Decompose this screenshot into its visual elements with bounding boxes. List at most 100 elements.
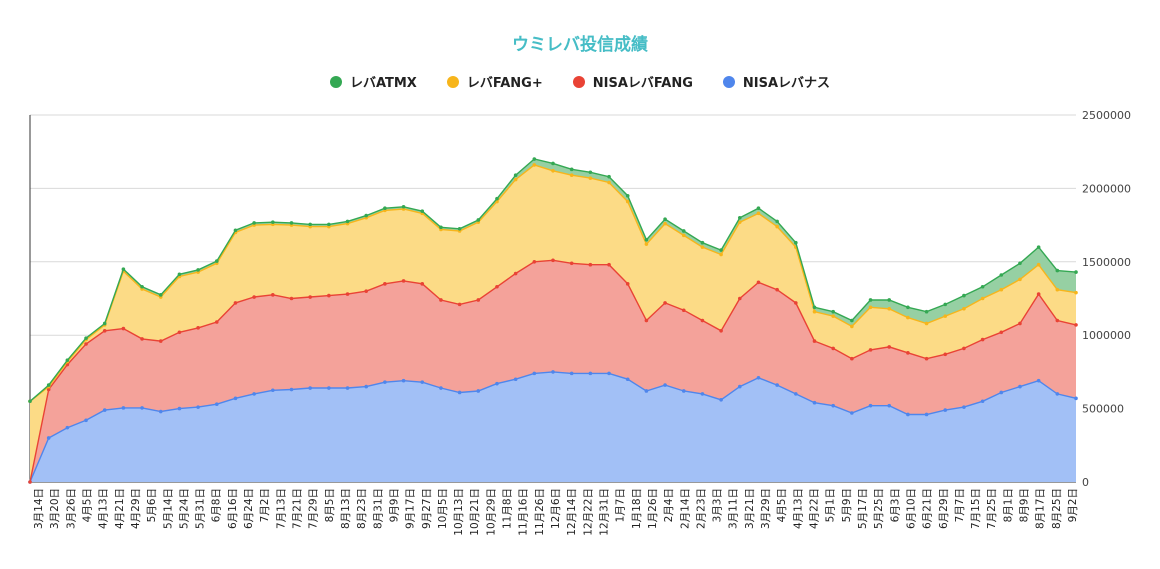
data-point bbox=[756, 375, 761, 380]
data-point bbox=[943, 314, 948, 318]
data-point bbox=[1036, 262, 1041, 267]
data-point bbox=[233, 301, 238, 305]
data-point bbox=[812, 339, 817, 343]
data-point bbox=[28, 399, 32, 404]
data-point bbox=[84, 418, 88, 423]
x-tick-label: 8月13日 bbox=[340, 488, 352, 529]
x-tick-label: 5月24日 bbox=[178, 488, 190, 529]
data-point bbox=[625, 199, 630, 204]
data-point bbox=[121, 267, 126, 271]
data-point bbox=[140, 284, 144, 289]
legend-dot-nisa-fang bbox=[572, 75, 585, 88]
data-point bbox=[158, 409, 163, 414]
x-tick-label: 5月1日 bbox=[825, 488, 837, 522]
data-point bbox=[831, 314, 835, 318]
data-point bbox=[513, 177, 518, 182]
data-point bbox=[1074, 323, 1078, 327]
data-point bbox=[196, 326, 200, 330]
legend-label-atmx: レバATMX bbox=[349, 76, 417, 91]
legend-item-nisa-fang[interactable]: NISAレバFANG bbox=[572, 72, 693, 91]
x-tick-label: 9月2日 bbox=[1067, 488, 1079, 522]
x-tick-label: 2月14日 bbox=[679, 488, 691, 529]
data-point bbox=[812, 305, 817, 310]
data-point bbox=[850, 324, 854, 329]
x-tick-label: 12月14日 bbox=[566, 488, 578, 536]
data-point bbox=[700, 318, 705, 323]
x-tick-label: 11月26日 bbox=[534, 488, 546, 536]
data-point bbox=[457, 390, 462, 395]
x-tick-label: 4月5日 bbox=[776, 488, 788, 522]
data-point bbox=[700, 245, 705, 249]
data-point bbox=[457, 302, 462, 307]
data-point bbox=[140, 337, 144, 341]
data-point bbox=[850, 318, 854, 323]
data-point bbox=[980, 296, 985, 301]
legend-item-atmx[interactable]: レバATMX bbox=[329, 72, 417, 91]
data-point bbox=[887, 298, 892, 302]
x-tick-label: 7月25日 bbox=[986, 488, 998, 529]
data-point bbox=[775, 383, 779, 387]
x-tick-label: 5月9日 bbox=[841, 488, 853, 522]
data-point bbox=[1055, 318, 1060, 323]
data-point bbox=[663, 301, 667, 305]
data-point bbox=[887, 403, 892, 408]
data-point bbox=[1036, 292, 1041, 296]
data-point bbox=[868, 305, 873, 310]
x-tick-label: 9月9日 bbox=[388, 488, 400, 522]
data-point bbox=[943, 302, 948, 307]
data-point bbox=[1055, 392, 1060, 396]
data-point bbox=[569, 167, 574, 172]
data-point bbox=[65, 425, 70, 430]
chart-title: ウミレバ投信成績 bbox=[512, 35, 648, 55]
data-point bbox=[850, 411, 854, 415]
data-point bbox=[252, 221, 256, 225]
x-tick-label: 8月23日 bbox=[356, 488, 368, 529]
data-point bbox=[327, 222, 331, 227]
data-point bbox=[84, 336, 88, 340]
data-point bbox=[513, 173, 518, 177]
x-tick-label: 7月15日 bbox=[970, 488, 982, 529]
data-point bbox=[551, 370, 555, 374]
x-tick-label: 10月13日 bbox=[453, 488, 465, 536]
data-point bbox=[121, 326, 126, 331]
data-point bbox=[719, 248, 723, 252]
x-tick-label: 7月2日 bbox=[259, 488, 271, 522]
data-point bbox=[775, 219, 779, 224]
data-point bbox=[850, 356, 854, 361]
data-point bbox=[1036, 245, 1041, 249]
data-point bbox=[1018, 384, 1022, 389]
y-tick-label: 1000000 bbox=[1082, 329, 1131, 342]
legend-item-nisa-nasdaq[interactable]: NISAレバナス bbox=[722, 72, 830, 91]
data-point bbox=[569, 371, 574, 376]
data-point bbox=[532, 157, 537, 161]
data-point bbox=[177, 330, 182, 335]
x-tick-label: 9月27日 bbox=[421, 488, 433, 529]
data-point bbox=[271, 220, 275, 224]
data-point bbox=[383, 282, 387, 286]
data-point bbox=[943, 408, 948, 412]
legend-dot-atmx bbox=[329, 75, 342, 88]
x-tick-label: 1月26日 bbox=[647, 488, 659, 529]
data-point bbox=[551, 258, 555, 263]
data-point bbox=[364, 384, 369, 389]
x-tick-label: 4月13日 bbox=[98, 488, 110, 529]
data-point bbox=[196, 405, 200, 409]
legend-item-fangplus[interactable]: レバFANG+ bbox=[446, 72, 543, 91]
data-point bbox=[962, 293, 966, 298]
data-point bbox=[84, 342, 88, 346]
data-point bbox=[588, 371, 593, 376]
data-point bbox=[737, 384, 742, 389]
y-tick-label: 2500000 bbox=[1082, 109, 1131, 122]
x-tick-label: 2月4日 bbox=[663, 488, 675, 522]
data-point bbox=[102, 408, 107, 412]
data-point bbox=[644, 242, 649, 246]
data-point bbox=[625, 282, 630, 286]
data-point bbox=[289, 221, 294, 225]
data-point bbox=[644, 389, 649, 393]
data-point bbox=[1074, 396, 1078, 401]
data-point bbox=[719, 328, 723, 333]
data-point bbox=[924, 412, 929, 417]
data-point bbox=[214, 320, 219, 324]
data-point bbox=[345, 219, 350, 224]
data-point bbox=[719, 397, 723, 402]
